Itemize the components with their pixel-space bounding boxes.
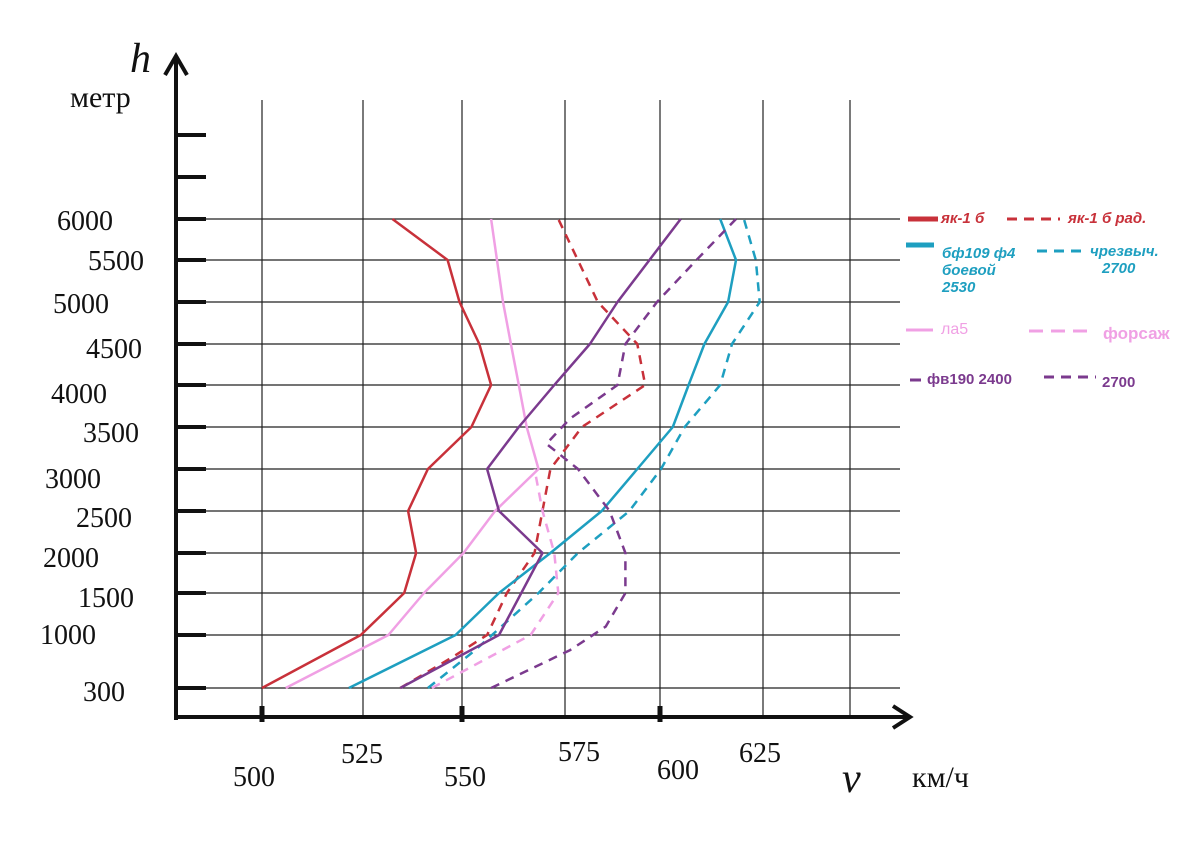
- x-axis-symbol: v: [842, 756, 861, 802]
- legend-label: 2700: [1102, 374, 1135, 391]
- chart-grid: [176, 100, 900, 717]
- series-line: [348, 218, 738, 690]
- x-tick-label: 500: [233, 762, 275, 793]
- series-line: [490, 218, 737, 690]
- legend-label: ла5: [941, 321, 968, 338]
- series-line: [399, 218, 647, 690]
- y-tick-label: 2500: [76, 503, 132, 534]
- series-line: [431, 468, 560, 690]
- chart-legend: як-1 б як-1 б рад. бф109 ф4 боевой 2530 чрезв…: [906, 210, 1171, 391]
- y-tick-label: 300: [83, 677, 125, 708]
- y-tick-label: 4000: [51, 379, 107, 410]
- legend-label: фв190 2400: [927, 371, 1012, 388]
- y-tick-label: 2000: [43, 543, 99, 574]
- x-axis-arrow: [891, 704, 914, 730]
- chart-series: [261, 217, 761, 690]
- series-line: [427, 218, 761, 689]
- y-tick-label: 3000: [45, 464, 101, 495]
- x-tick-label: 625: [739, 738, 781, 769]
- series-line: [285, 218, 540, 690]
- legend-label: чрезвыч. 2700: [1090, 243, 1159, 277]
- y-axis-unit: метр: [70, 81, 131, 114]
- y-tick-label: 5000: [53, 289, 109, 320]
- x-tick-label: 600: [657, 755, 699, 786]
- x-tick-label: 550: [444, 762, 486, 793]
- series-line: [399, 218, 682, 690]
- y-tick-label: 5500: [88, 246, 144, 277]
- y-tick-label: 4500: [86, 334, 142, 365]
- y-tick-label: 3500: [83, 418, 139, 449]
- x-tick-label: 575: [558, 737, 600, 768]
- chart-tick-labels: 300 1000 1500 2000 2500 3000 3500 4000 4500 5000 5…: [40, 206, 781, 793]
- legend-label: як-1 б рад.: [1067, 210, 1146, 227]
- legend-label: як-1 б: [940, 210, 985, 227]
- y-tick-label: 1000: [40, 620, 96, 651]
- y-axis-arrow: [163, 52, 189, 77]
- x-axis-unit: км/ч: [912, 761, 969, 794]
- series-line: [261, 217, 493, 690]
- axis-labels: h метр v км/ч: [70, 36, 969, 802]
- legend-label: форсаж: [1103, 324, 1171, 343]
- x-tick-label: 525: [341, 739, 383, 770]
- legend-label: бф109 ф4 боевой 2530: [941, 245, 1016, 296]
- chart-axes: [163, 52, 914, 730]
- y-tick-label: 6000: [57, 206, 113, 237]
- y-tick-label: 1500: [78, 583, 134, 614]
- y-axis-symbol: h: [130, 36, 151, 82]
